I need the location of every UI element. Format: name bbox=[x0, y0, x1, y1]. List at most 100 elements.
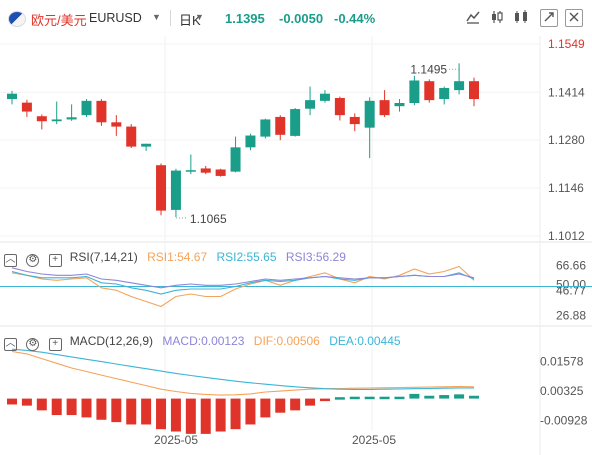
compare-icon[interactable] bbox=[512, 9, 530, 27]
macd-bar bbox=[290, 398, 301, 411]
rsi1-value: RSI1:54.67 bbox=[147, 250, 208, 264]
macd-bar bbox=[275, 398, 286, 413]
high-annotation: 1.1495 bbox=[410, 62, 447, 76]
chart-canvas[interactable]: 1.1549 1.1414 1.1280 1.1146 1.1012 1.1495 1.10… bbox=[0, 36, 592, 455]
candle-body bbox=[454, 81, 465, 91]
rsi2-value: RSI2:55.65 bbox=[216, 250, 277, 264]
low-annotation: 1.1065 bbox=[190, 212, 227, 226]
macd-bar bbox=[126, 398, 137, 425]
macd-bar bbox=[379, 396, 390, 400]
rsi-line-rsi3 bbox=[11, 267, 475, 289]
candle-body bbox=[51, 119, 62, 122]
price-change: -0.0050 bbox=[279, 11, 324, 26]
indicator-icon[interactable] bbox=[540, 9, 558, 27]
price-change-pct: -0.44% bbox=[334, 11, 376, 26]
candle-body bbox=[111, 122, 122, 127]
expand-icon[interactable]: + bbox=[48, 254, 62, 267]
candle-body bbox=[245, 135, 256, 148]
candle-body bbox=[364, 100, 375, 128]
macd-bar bbox=[245, 398, 256, 425]
candle-body bbox=[439, 87, 450, 100]
macd-bar bbox=[439, 395, 450, 399]
macd-bar bbox=[141, 398, 152, 425]
macd-tick-label: -0.00928 bbox=[540, 413, 588, 427]
rsi3-value: RSI3:56.29 bbox=[285, 250, 346, 264]
macd-bar bbox=[424, 395, 435, 399]
candle-body bbox=[170, 170, 181, 210]
macd-bar bbox=[21, 398, 32, 406]
macd-bar bbox=[66, 398, 77, 416]
period-selector[interactable]: 日K bbox=[179, 13, 201, 28]
candle-body bbox=[379, 100, 390, 116]
macd-bar bbox=[394, 396, 405, 400]
macd-bar bbox=[36, 398, 47, 411]
macd-bar bbox=[454, 394, 465, 399]
dea-value: DEA:0.00445 bbox=[329, 334, 401, 348]
price-tick-label: 1.1012 bbox=[548, 229, 585, 243]
rsi-tick-label: 50.00 bbox=[556, 277, 586, 291]
rsi-tick-label: 46.77 bbox=[556, 284, 586, 298]
macd-bar bbox=[156, 398, 167, 430]
eur-flag-icon bbox=[8, 11, 26, 27]
candle-body bbox=[141, 143, 152, 147]
candle-body bbox=[36, 116, 47, 122]
symbol-dropdown-icon[interactable]: ▼ bbox=[152, 12, 161, 22]
x-tick-label: 2025-05 bbox=[352, 433, 396, 447]
candle-body bbox=[260, 119, 271, 137]
dif-value: DIF:0.00506 bbox=[253, 334, 320, 348]
macd-bar bbox=[334, 397, 345, 400]
period-dropdown-icon[interactable]: ▼ bbox=[195, 12, 204, 22]
rsi-line-rsi1 bbox=[11, 265, 475, 308]
candle-style-icon[interactable] bbox=[488, 9, 506, 27]
settings-icon[interactable]: ⚙ bbox=[26, 254, 40, 267]
candle-body bbox=[156, 165, 167, 211]
candle-body bbox=[81, 100, 92, 116]
macd-bar bbox=[51, 398, 62, 416]
macd-bar bbox=[185, 398, 196, 434]
macd-bar bbox=[170, 398, 181, 432]
candle-body bbox=[334, 97, 345, 116]
rsi-legend: ︿ ⚙ + RSI(7,14,21) RSI1:54.67 RSI2:55.65 … bbox=[4, 250, 352, 267]
collapse-icon[interactable]: ︿ bbox=[4, 338, 17, 351]
candle-body bbox=[275, 116, 286, 135]
macd-bar bbox=[364, 396, 375, 400]
candle-body bbox=[305, 100, 316, 109]
expand-icon[interactable]: + bbox=[48, 338, 62, 351]
macd-tick-label: 0.01578 bbox=[540, 354, 584, 368]
macd-bar bbox=[96, 398, 107, 420]
macd-bar bbox=[260, 398, 271, 418]
header-bar: 欧元/美元 EURUSD ▼ 日K ▼ 1.1395 -0.0050 -0.44… bbox=[0, 0, 592, 36]
candle-body bbox=[349, 116, 360, 125]
candle-body bbox=[126, 126, 137, 147]
macd-bar bbox=[7, 398, 17, 405]
fullscreen-icon[interactable] bbox=[565, 9, 583, 27]
collapse-icon[interactable]: ︿ bbox=[4, 254, 17, 267]
price-tick-label: 1.1549 bbox=[548, 37, 585, 51]
candle-body bbox=[469, 81, 479, 100]
rsi-tick-label: 66.66 bbox=[556, 259, 586, 273]
divider bbox=[170, 10, 171, 26]
macd-bar bbox=[305, 398, 316, 406]
candle-body bbox=[424, 81, 435, 101]
macd-tick-label: 0.00325 bbox=[540, 384, 584, 398]
candle-body bbox=[200, 168, 211, 173]
candle-body bbox=[215, 169, 226, 176]
last-price: 1.1395 bbox=[225, 11, 265, 26]
candle-body bbox=[409, 80, 420, 103]
candle-body bbox=[290, 109, 301, 136]
macd-bar bbox=[319, 398, 330, 402]
macd-name: MACD(12,26,9) bbox=[69, 334, 154, 348]
macd-bar bbox=[111, 398, 122, 423]
rsi-name: RSI(7,14,21) bbox=[69, 250, 138, 264]
settings-icon[interactable]: ⚙ bbox=[26, 338, 40, 351]
candle-body bbox=[394, 102, 405, 107]
candle-body bbox=[66, 117, 77, 120]
candle-body bbox=[7, 93, 17, 100]
draw-icon[interactable] bbox=[464, 9, 482, 27]
macd-bar bbox=[81, 398, 92, 418]
price-tick-label: 1.1280 bbox=[548, 133, 585, 147]
pair-symbol[interactable]: EURUSD bbox=[89, 11, 142, 25]
pair-name-cn[interactable]: 欧元/美元 bbox=[31, 13, 87, 28]
price-tick-label: 1.1414 bbox=[548, 85, 585, 99]
macd-bar bbox=[230, 398, 241, 430]
